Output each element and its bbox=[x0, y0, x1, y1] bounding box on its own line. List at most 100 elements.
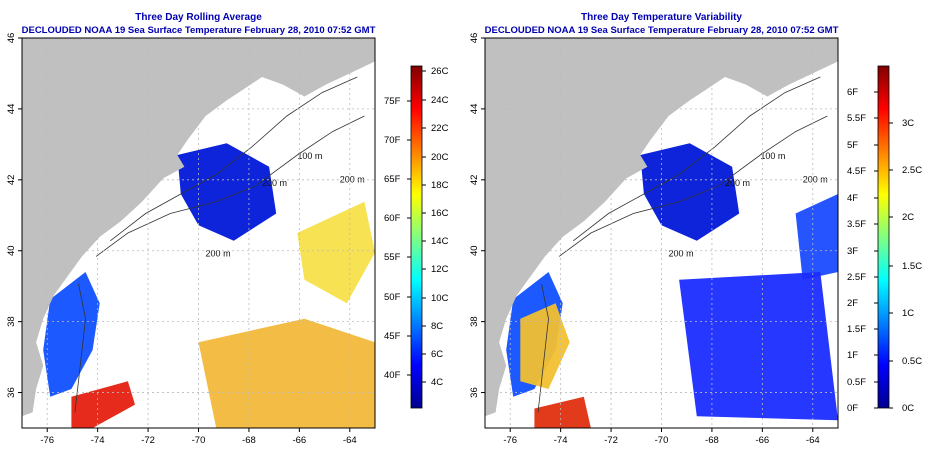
colorbar-f-label: 0.5F bbox=[847, 377, 866, 388]
colorbar bbox=[877, 65, 890, 409]
colorbar-c-label: 20C bbox=[431, 152, 449, 163]
land-mass bbox=[485, 38, 838, 417]
sst-data-region bbox=[297, 201, 375, 304]
lat-tick-label: 40 bbox=[469, 245, 480, 256]
colorbar-f-label: 0F bbox=[847, 403, 858, 414]
bathymetry-contour bbox=[110, 76, 358, 242]
colorbar-c-label: 18C bbox=[431, 180, 449, 191]
sst-data-region bbox=[534, 396, 591, 428]
colorbar-f-label: 4.5F bbox=[847, 166, 866, 177]
map-title: Three Day Rolling Average bbox=[135, 12, 262, 23]
lon-tick-label: -64 bbox=[806, 435, 820, 446]
lat-tick-label: 44 bbox=[469, 104, 480, 115]
colorbar-c-label: 22C bbox=[431, 123, 449, 134]
lon-tick-label: -76 bbox=[40, 435, 54, 446]
lon-tick-label: -74 bbox=[554, 435, 568, 446]
sst-data-region bbox=[43, 272, 100, 397]
map-title: Three Day Temperature Variability bbox=[581, 12, 742, 23]
lon-tick-label: -76 bbox=[503, 435, 517, 446]
lon-tick-label: -68 bbox=[705, 435, 719, 446]
sst-data-region bbox=[795, 194, 838, 280]
colorbar-c-label: 16C bbox=[431, 208, 449, 219]
contour-label: 200 m bbox=[262, 178, 287, 188]
lat-tick-label: 36 bbox=[6, 387, 17, 398]
colorbar-c-label: 26C bbox=[431, 66, 449, 77]
map-frame bbox=[21, 37, 376, 429]
colorbar-c-label: 2C bbox=[902, 212, 914, 223]
lon-tick-label: -70 bbox=[192, 435, 206, 446]
lat-tick-label: 38 bbox=[469, 316, 480, 327]
lon-tick-label: -66 bbox=[755, 435, 769, 446]
colorbar-c-label: 10C bbox=[431, 293, 449, 304]
colorbar-f-label: 3F bbox=[847, 246, 858, 257]
lat-tick-label: 44 bbox=[6, 104, 17, 115]
colorbar-f-label: 2.5F bbox=[847, 272, 866, 283]
colorbar-f-label: 50F bbox=[384, 292, 401, 303]
lon-tick-label: -68 bbox=[242, 435, 256, 446]
lon-tick-label: -66 bbox=[292, 435, 306, 446]
lat-tick-label: 46 bbox=[6, 33, 17, 44]
bathymetry-contour bbox=[74, 283, 86, 413]
colorbar-c-label: 2.5C bbox=[902, 165, 922, 176]
sst-data-region bbox=[198, 318, 375, 428]
contour-label: 100 m bbox=[760, 151, 785, 161]
colorbar-c-label: 0.5C bbox=[902, 356, 922, 367]
colorbar-f-label: 1.5F bbox=[847, 324, 866, 335]
colorbar-f-label: 55F bbox=[384, 252, 401, 263]
sst-data-region bbox=[640, 143, 740, 241]
lat-tick-label: 46 bbox=[469, 33, 480, 44]
lat-tick-label: 38 bbox=[6, 316, 17, 327]
colorbar-f-label: 60F bbox=[384, 213, 401, 224]
map-frame bbox=[484, 37, 839, 429]
sst-data-region bbox=[679, 272, 838, 421]
colorbar-f-label: 70F bbox=[384, 135, 401, 146]
colorbar-c-label: 14C bbox=[431, 236, 449, 247]
map-subtitle: DECLOUDED NOAA 19 Sea Surface Temperatur… bbox=[22, 25, 376, 36]
map-subtitle: DECLOUDED NOAA 19 Sea Surface Temperatur… bbox=[485, 25, 839, 36]
colorbar-f-label: 75F bbox=[384, 96, 401, 107]
contour-label: 200 m bbox=[340, 174, 365, 184]
land-mass bbox=[22, 38, 375, 417]
colorbar-f-label: 2F bbox=[847, 298, 858, 309]
colorbar-f-label: 4F bbox=[847, 193, 858, 204]
colorbar-c-label: 3C bbox=[902, 118, 914, 129]
colorbar-f-label: 5.5F bbox=[847, 113, 866, 124]
contour-label: 200 m bbox=[803, 174, 828, 184]
colorbar bbox=[410, 65, 423, 409]
lon-tick-label: -72 bbox=[604, 435, 618, 446]
lon-tick-label: -74 bbox=[91, 435, 105, 446]
lon-tick-label: -72 bbox=[141, 435, 155, 446]
colorbar-c-label: 6C bbox=[431, 349, 443, 360]
colorbar-c-label: 1C bbox=[902, 308, 914, 319]
colorbar-f-label: 3.5F bbox=[847, 219, 866, 230]
contour-label: 200 m bbox=[669, 248, 694, 258]
colorbar-c-label: 4C bbox=[431, 377, 443, 388]
colorbar-f-label: 45F bbox=[384, 331, 401, 342]
lat-tick-label: 36 bbox=[469, 387, 480, 398]
colorbar-c-label: 24C bbox=[431, 95, 449, 106]
bathymetry-contour bbox=[558, 115, 828, 257]
sst-data-region bbox=[520, 303, 570, 389]
lat-tick-label: 42 bbox=[6, 175, 17, 186]
lat-tick-label: 40 bbox=[6, 245, 17, 256]
colorbar-f-label: 5F bbox=[847, 140, 858, 151]
bathymetry-contour bbox=[95, 115, 365, 257]
contour-label: 200 m bbox=[206, 248, 231, 258]
lon-tick-label: -64 bbox=[343, 435, 357, 446]
colorbar-f-label: 1F bbox=[847, 350, 858, 361]
sst-data-region bbox=[177, 143, 277, 241]
colorbar-c-label: 12C bbox=[431, 264, 449, 275]
colorbar-f-label: 40F bbox=[384, 370, 401, 381]
bathymetry-contour bbox=[537, 283, 549, 413]
bathymetry-contour bbox=[573, 76, 821, 242]
lon-tick-label: -70 bbox=[655, 435, 669, 446]
colorbar-f-label: 65F bbox=[384, 174, 401, 185]
lat-tick-label: 42 bbox=[469, 175, 480, 186]
colorbar-c-label: 8C bbox=[431, 321, 443, 332]
colorbar-c-label: 0C bbox=[902, 403, 914, 414]
contour-label: 100 m bbox=[297, 151, 322, 161]
contour-label: 200 m bbox=[725, 178, 750, 188]
colorbar-f-label: 6F bbox=[847, 87, 858, 98]
colorbar-c-label: 1.5C bbox=[902, 261, 922, 272]
